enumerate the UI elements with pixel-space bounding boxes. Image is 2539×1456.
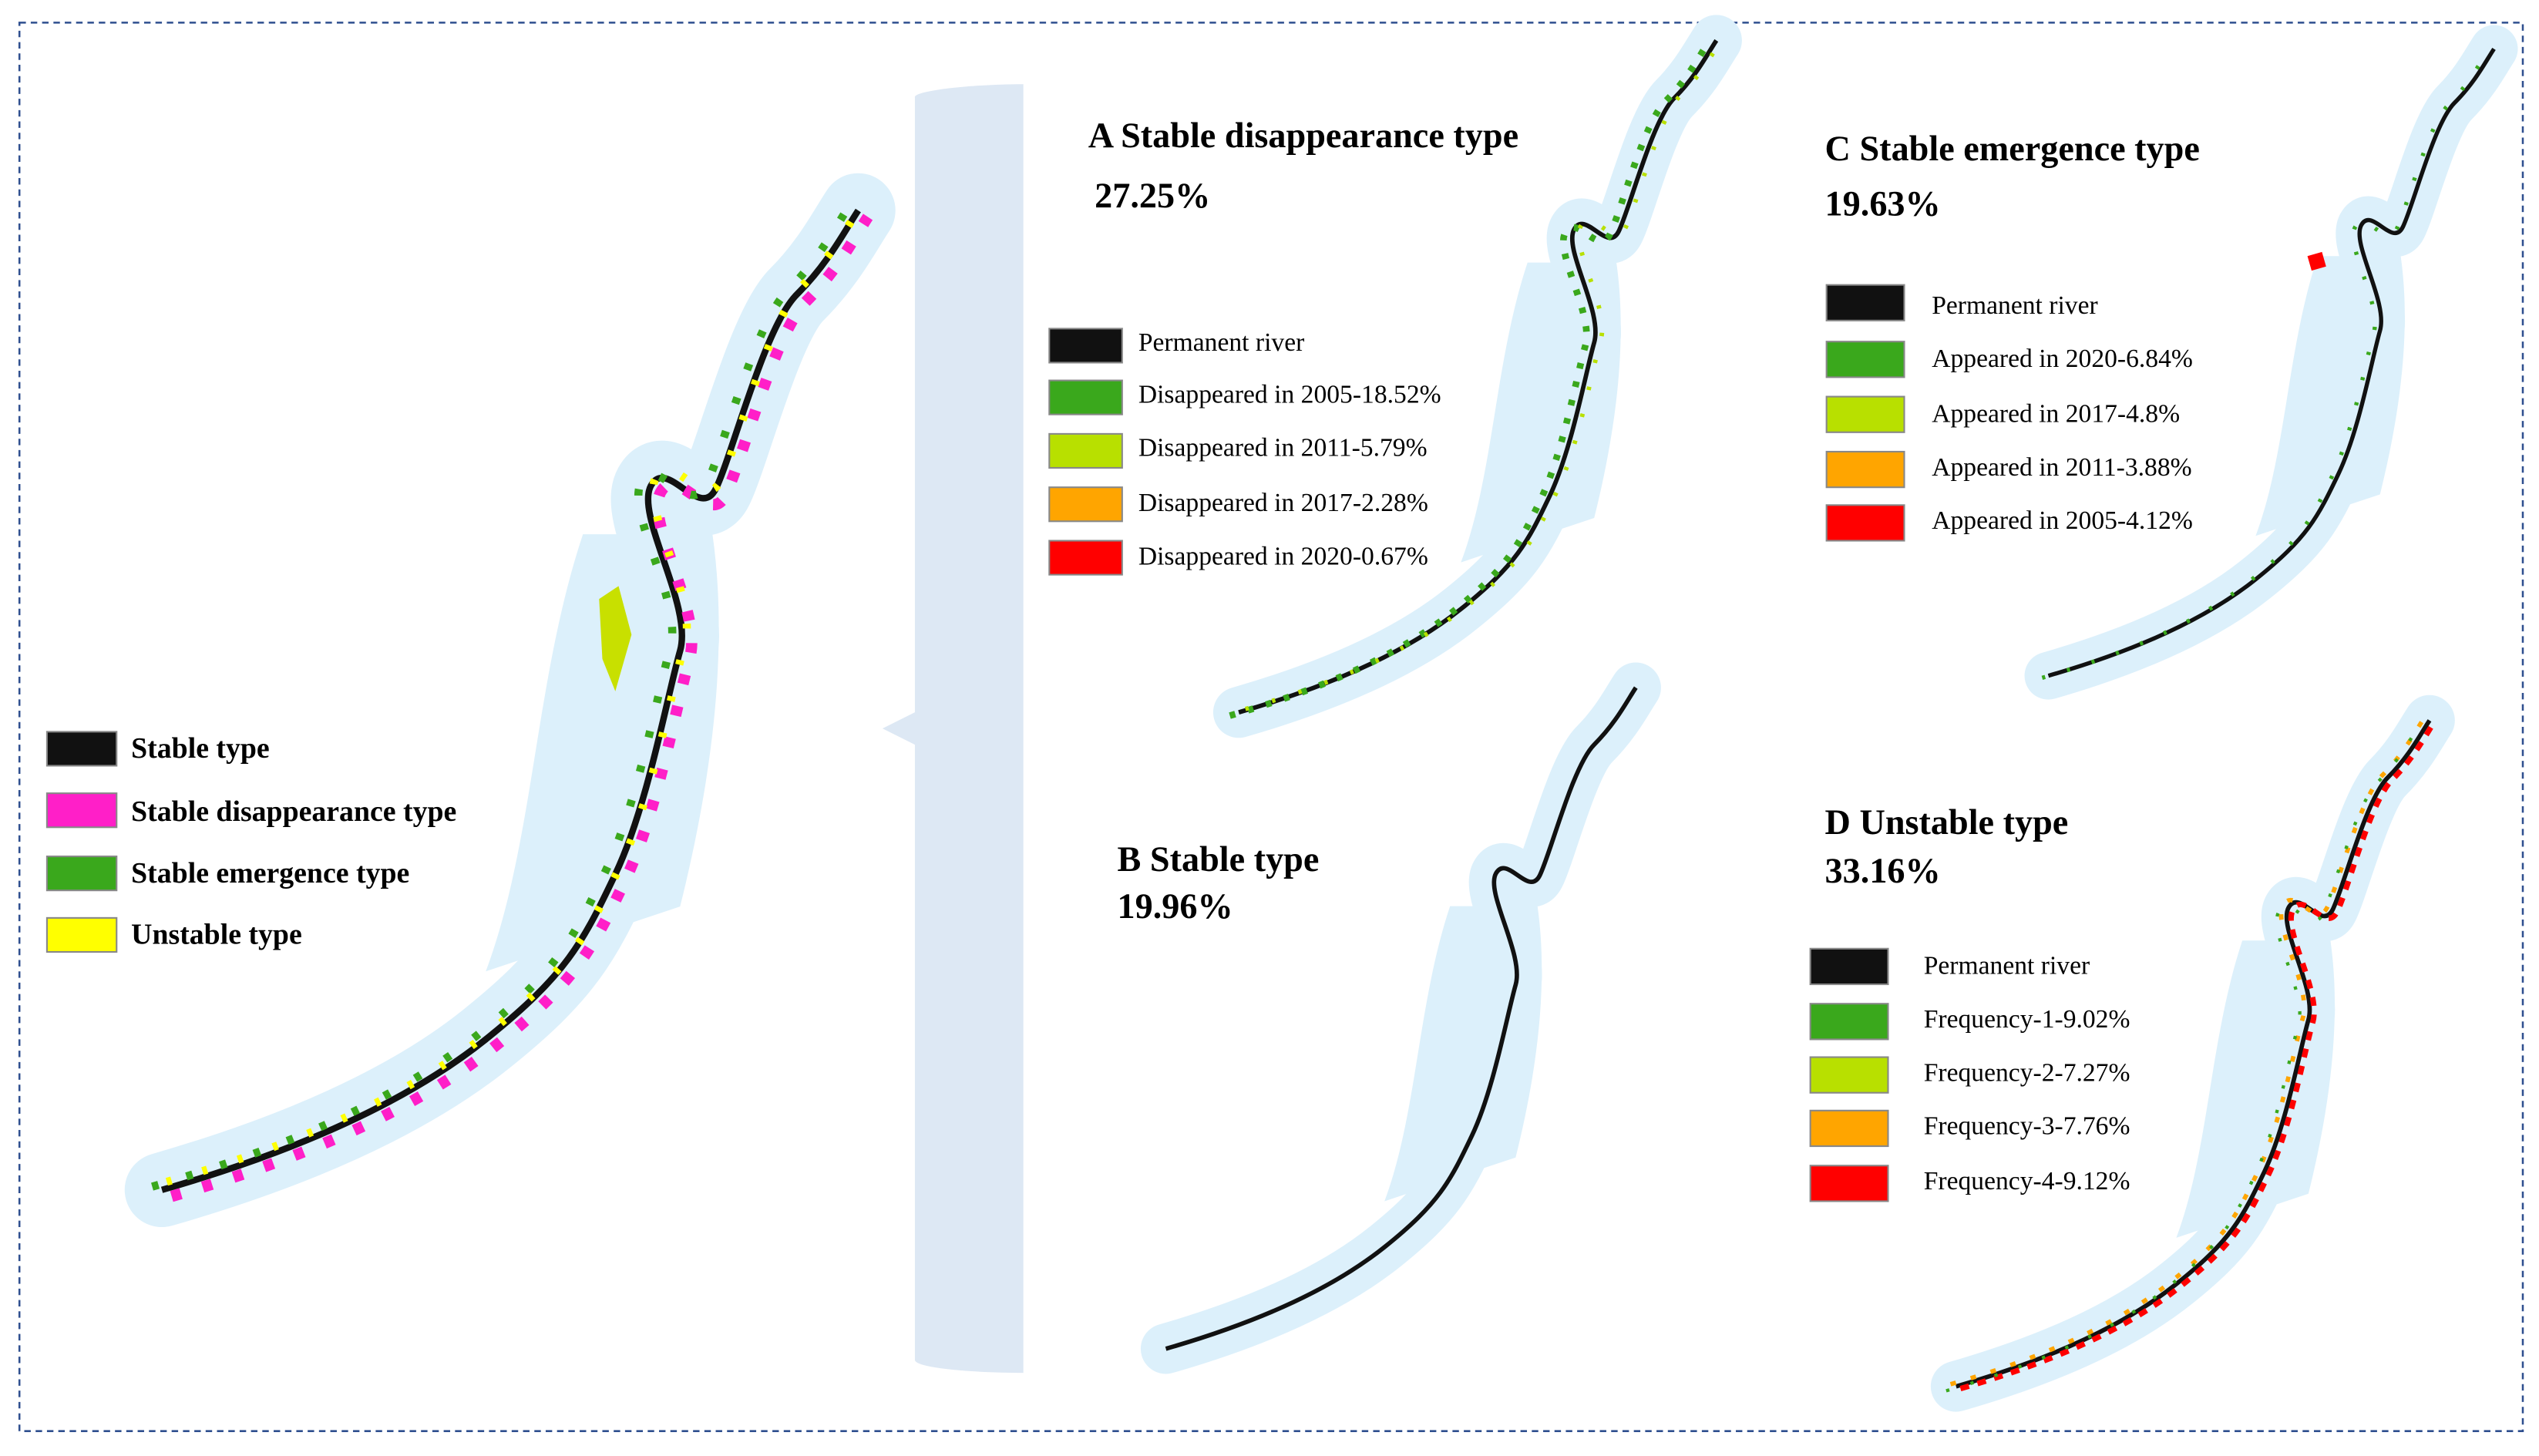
panel-share: 19.96% <box>1118 886 1233 926</box>
panel-title: A Stable disappearance type <box>1088 116 1518 155</box>
panel-title: B Stable type <box>1118 839 1320 879</box>
panel-share: 27.25% <box>1095 176 1210 215</box>
frame <box>18 22 2524 1432</box>
legend-label: Frequency-2-7.27% <box>1924 1058 2130 1087</box>
main-map <box>152 203 868 1197</box>
legend-label: Unstable type <box>131 919 302 951</box>
legend-a: Permanent river Disappeared in 2005-18.5… <box>1048 328 1441 576</box>
legend-label: Stable disappearance type <box>131 795 456 828</box>
legend-label: Disappeared in 2017-2.28% <box>1138 489 1428 517</box>
map-b <box>1166 688 1636 1349</box>
legend-label: Permanent river <box>1138 328 1305 357</box>
panel-title: D Unstable type <box>1825 802 2069 842</box>
legend-label: Frequency-1-9.02% <box>1924 1005 2130 1034</box>
bracket <box>882 84 1024 1374</box>
legend-label: Frequency-4-9.12% <box>1924 1167 2130 1195</box>
legend-label: Appeared in 2011-3.88% <box>1932 453 2191 482</box>
panel-title: C Stable emergence type <box>1825 129 2200 168</box>
legend-label: Disappeared in 2011-5.79% <box>1138 434 1428 462</box>
legend-c: Permanent river Appeared in 2020-6.84% A… <box>1825 284 2193 542</box>
legend-label: Stable emergence type <box>131 857 409 889</box>
legend-label: Permanent river <box>1924 952 2090 980</box>
legend-label: Frequency-3-7.76% <box>1924 1112 2130 1141</box>
map-c <box>2042 49 2494 678</box>
panel-share: 19.63% <box>1825 183 1941 223</box>
main-legend: Stable type Stable disappearance type St… <box>45 731 456 953</box>
legend-label: Appeared in 2005-4.12% <box>1932 506 2193 535</box>
panel-share: 33.16% <box>1825 851 1941 890</box>
legend-label: Permanent river <box>1932 291 2098 320</box>
legend-label: Disappeared in 2005-18.52% <box>1138 380 1441 409</box>
legend-label: Stable type <box>131 732 270 765</box>
legend-label: Appeared in 2017-4.8% <box>1932 399 2180 428</box>
legend-label: Disappeared in 2020-0.67% <box>1138 542 1428 570</box>
legend-d: Permanent river Frequency-1-9.02% Freque… <box>1809 947 2130 1202</box>
legend-label: Appeared in 2020-6.84% <box>1932 345 2193 373</box>
